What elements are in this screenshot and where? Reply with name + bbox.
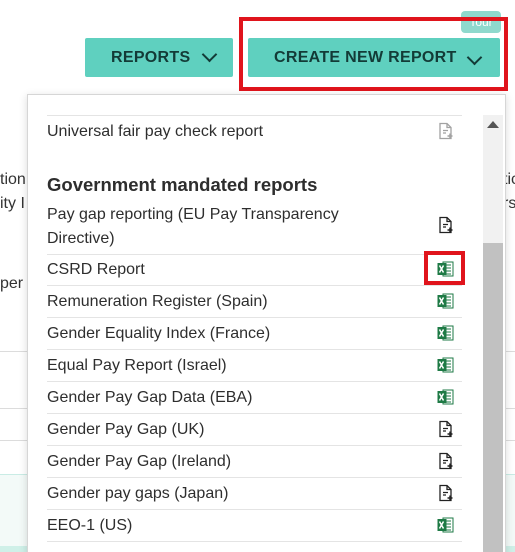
menu-item-gender-pay-gap-data-eba[interactable]: Gender Pay Gap Data (EBA) [47,389,253,406]
menu-item-universal-fair-pay-check[interactable]: Universal fair pay check report [47,123,264,140]
menu-separator [47,285,462,286]
excel-icon[interactable] [437,388,454,406]
chevron-down-icon [466,49,483,66]
menu-separator [47,477,462,478]
background-text-fragment: tici [503,171,515,188]
scroll-up-arrow-icon[interactable] [487,121,499,128]
background-text-fragment: ity I [0,195,25,212]
document-add-icon[interactable] [437,452,454,470]
document-add-icon[interactable] [437,122,454,140]
menu-separator [47,445,462,446]
menu-item-gender-pay-gaps-japan[interactable]: Gender pay gaps (Japan) [47,485,229,502]
excel-icon[interactable] [437,356,454,374]
create-new-report-button[interactable]: CREATE NEW REPORT [248,38,500,77]
menu-separator [47,541,462,542]
excel-icon[interactable] [437,292,454,310]
excel-icon[interactable] [437,324,454,342]
background-text-fragment: per [0,275,24,292]
background-text-fragment: tion [0,171,26,188]
create-new-report-label: CREATE NEW REPORT [274,48,457,66]
menu-separator [47,413,462,414]
menu-separator [47,381,462,382]
tour-button[interactable]: Tour [461,11,501,33]
document-add-icon[interactable] [437,484,454,502]
menu-separator [47,115,462,116]
reports-button[interactable]: REPORTS [85,38,233,77]
document-add-icon[interactable] [437,420,454,438]
menu-separator [47,349,462,350]
chevron-down-icon [202,46,218,63]
excel-icon[interactable] [437,516,454,534]
menu-separator [47,509,462,510]
menu-item-equal-pay-report-israel[interactable]: Equal Pay Report (Israel) [47,357,227,374]
menu-item-gender-pay-gap-ireland[interactable]: Gender Pay Gap (Ireland) [47,453,232,470]
section-heading-government: Government mandated reports [47,174,318,195]
excel-icon[interactable] [437,260,454,278]
document-add-icon[interactable] [437,216,454,234]
menu-separator [47,254,462,255]
menu-item-remuneration-register-spain[interactable]: Remuneration Register (Spain) [47,293,268,310]
dropdown-scrollbar-thumb[interactable] [483,243,503,552]
menu-item-gender-equality-index-france[interactable]: Gender Equality Index (France) [47,325,271,342]
menu-item-pay-gap-reporting-eu[interactable]: Pay gap reporting (EU Pay Transparency D… [47,206,339,247]
background-text-fragment: rs [503,195,515,212]
create-report-dropdown: Universal fair pay check report Governme… [27,94,506,552]
menu-separator [47,317,462,318]
menu-item-csrd-report[interactable]: CSRD Report [47,261,145,278]
menu-item-gender-pay-gap-uk[interactable]: Gender Pay Gap (UK) [47,421,205,438]
reports-button-label: REPORTS [111,48,191,66]
menu-item-eeo-1-us[interactable]: EEO-1 (US) [47,517,133,534]
